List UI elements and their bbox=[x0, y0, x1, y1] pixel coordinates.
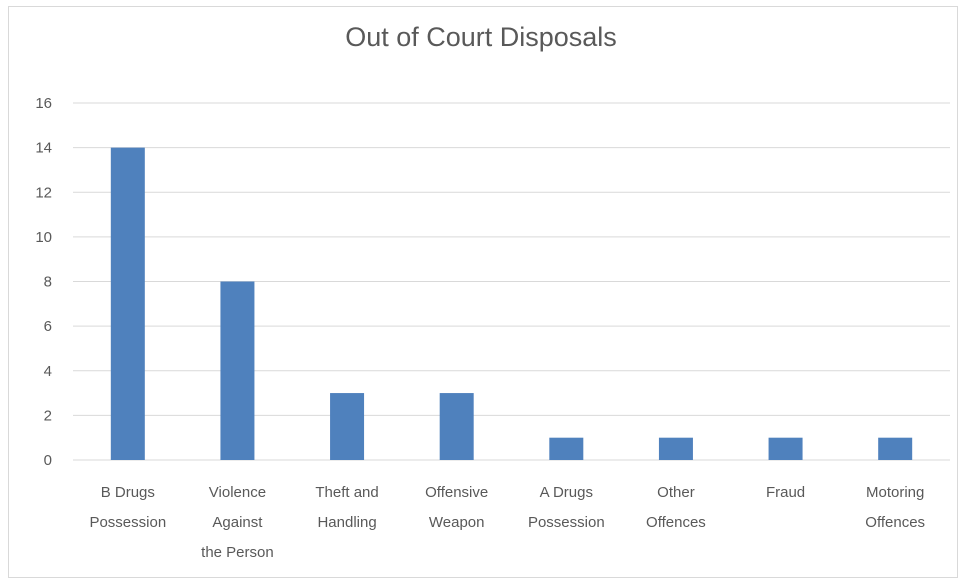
bar bbox=[658, 437, 693, 460]
bar bbox=[878, 437, 913, 460]
bar bbox=[768, 437, 803, 460]
x-tick-label-line: A Drugs bbox=[540, 484, 593, 501]
y-tick-label: 12 bbox=[35, 184, 52, 201]
x-tick-label: B Drugs Possession bbox=[89, 484, 166, 531]
x-tick-label: Other Offences bbox=[646, 484, 706, 531]
y-tick-label: 10 bbox=[35, 229, 52, 246]
y-tick-label: 2 bbox=[44, 407, 52, 424]
x-tick-label-line: Motoring bbox=[866, 484, 924, 501]
bar bbox=[220, 281, 255, 460]
bar bbox=[439, 393, 474, 460]
x-tick-label-line: Possession bbox=[528, 514, 605, 531]
bar bbox=[110, 147, 145, 460]
x-tick-label-line: B Drugs bbox=[101, 484, 155, 501]
y-tick-label: 4 bbox=[44, 363, 52, 380]
x-tick-label-line: Theft and bbox=[315, 484, 378, 501]
x-tick-label-line: Offences bbox=[646, 514, 706, 531]
x-tick-label-line: Weapon bbox=[429, 514, 485, 531]
chart-frame bbox=[8, 6, 958, 578]
y-tick-label: 8 bbox=[44, 274, 52, 291]
x-tick-label: Theft and Handling bbox=[315, 484, 378, 531]
x-tick-label-line: Violence bbox=[209, 484, 266, 501]
x-tick-label-line: Offensive bbox=[425, 484, 488, 501]
x-tick-label-line: Other bbox=[657, 484, 695, 501]
y-tick-label: 14 bbox=[35, 140, 52, 157]
bar bbox=[330, 393, 365, 460]
x-tick-label-line: the Person bbox=[201, 544, 274, 561]
x-tick-label-line: Offences bbox=[865, 514, 925, 531]
x-tick-label: Fraud bbox=[766, 484, 805, 501]
x-tick-label-line: Against bbox=[212, 514, 263, 531]
x-tick-label: Violence Against the Person bbox=[201, 484, 274, 561]
x-tick-label: Motoring Offences bbox=[865, 484, 925, 531]
x-tick-label-line: Possession bbox=[89, 514, 166, 531]
x-tick-label-line: Handling bbox=[317, 514, 376, 531]
bar bbox=[549, 437, 584, 460]
y-tick-label: 0 bbox=[44, 452, 52, 469]
x-tick-label: A Drugs Possession bbox=[528, 484, 605, 531]
x-tick-label: Offensive Weapon bbox=[425, 484, 488, 531]
y-tick-label: 16 bbox=[35, 95, 52, 112]
chart-title: Out of Court Disposals bbox=[345, 22, 617, 52]
y-tick-label: 6 bbox=[44, 318, 52, 335]
x-tick-label-line: Fraud bbox=[766, 484, 805, 501]
